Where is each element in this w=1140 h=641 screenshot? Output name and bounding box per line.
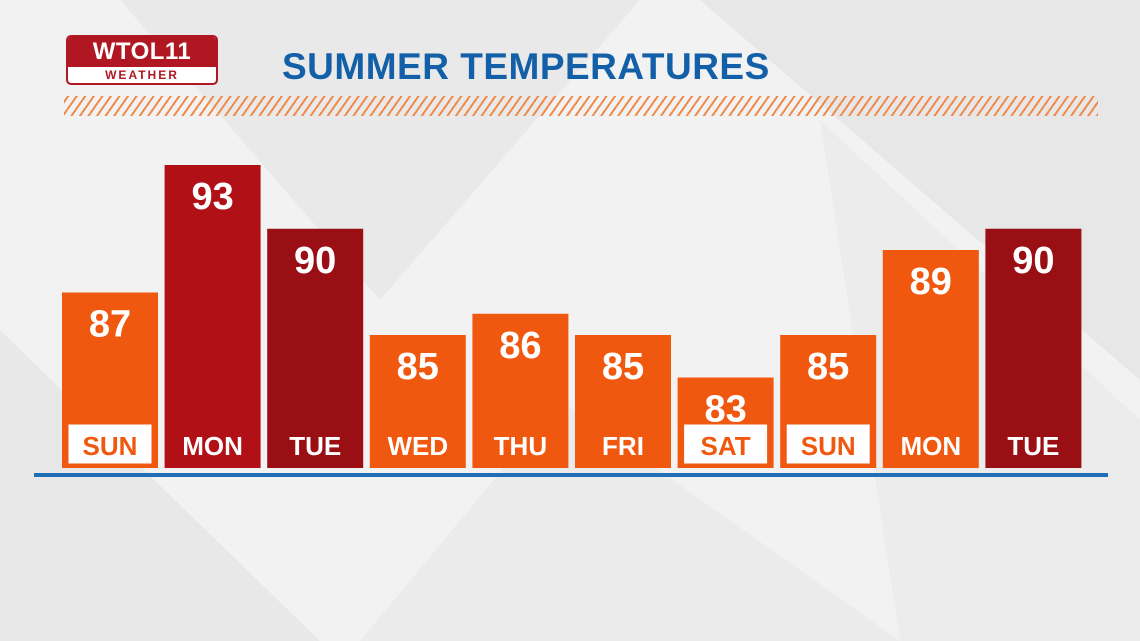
bar-9 bbox=[985, 228, 1082, 468]
weekend-label-box-7 bbox=[786, 424, 870, 464]
bar-value-label-7: 85 bbox=[807, 346, 849, 388]
bar-value-label-0: 87 bbox=[89, 304, 131, 346]
bar-2 bbox=[267, 228, 364, 468]
day-label-4: THU bbox=[494, 431, 547, 461]
logo-callsign: WTOL11 bbox=[68, 37, 216, 67]
title-hatch-divider bbox=[64, 96, 1098, 116]
weekend-label-box-6 bbox=[684, 424, 768, 464]
day-label-7: SUN bbox=[801, 431, 856, 461]
bar-1 bbox=[164, 165, 261, 468]
bar-value-label-1: 93 bbox=[191, 176, 233, 218]
bar-value-label-3: 85 bbox=[397, 346, 439, 388]
station-logo: WTOL11 WEATHER bbox=[66, 35, 218, 85]
weekend-label-box-0 bbox=[68, 424, 152, 464]
bar-value-label-5: 85 bbox=[602, 346, 644, 388]
day-label-6: SAT bbox=[701, 431, 751, 461]
chart-title: SUMMER TEMPERATURES bbox=[282, 46, 770, 87]
day-label-1: MON bbox=[182, 431, 243, 461]
bar-4 bbox=[472, 313, 569, 468]
day-label-9: TUE bbox=[1007, 431, 1059, 461]
bar-value-label-6: 83 bbox=[704, 389, 746, 431]
day-label-5: FRI bbox=[602, 431, 644, 461]
day-label-8: MON bbox=[900, 431, 961, 461]
bar-value-label-4: 86 bbox=[499, 325, 541, 367]
bar-8 bbox=[882, 250, 979, 468]
bar-value-label-9: 90 bbox=[1012, 240, 1054, 282]
logo-weather: WEATHER bbox=[105, 68, 179, 82]
day-label-2: TUE bbox=[289, 431, 341, 461]
bar-5 bbox=[575, 335, 671, 468]
day-label-3: WED bbox=[387, 431, 448, 461]
bar-value-label-2: 90 bbox=[294, 240, 336, 282]
bar-value-label-8: 89 bbox=[910, 261, 952, 303]
day-label-0: SUN bbox=[83, 431, 138, 461]
bar-3 bbox=[369, 335, 466, 468]
chart-baseline bbox=[34, 473, 1108, 477]
